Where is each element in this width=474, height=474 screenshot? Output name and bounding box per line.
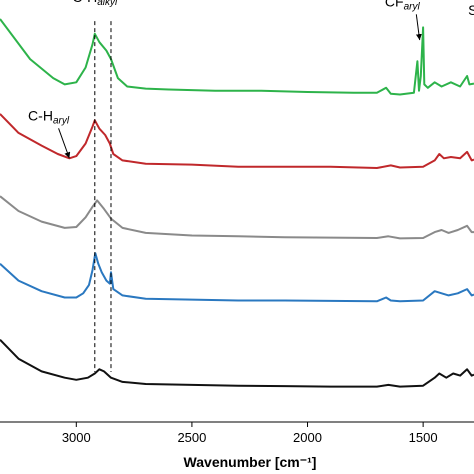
spectrum-line-5	[0, 339, 474, 388]
x-tick-label-1500: 1500	[409, 430, 438, 445]
spectrum-line-1	[0, 18, 474, 96]
x-tick-label-2500: 2500	[177, 430, 206, 445]
series-layer	[0, 18, 474, 388]
spectrum-line-3	[0, 195, 474, 240]
annotation-aryl: C-Haryl	[28, 107, 70, 126]
annotation-alkyl: C-Halkyl	[72, 0, 118, 8]
x-axis-ticks: 3000 2500 2000 1500	[62, 422, 438, 445]
spectrum-line-2	[0, 113, 474, 169]
x-axis-label: Wavenumber [cm⁻¹]	[184, 454, 317, 470]
annotation-arrow-aryl	[58, 128, 71, 159]
x-tick-label-3000: 3000	[62, 430, 91, 445]
spectrum-line-4	[0, 252, 474, 303]
annotation-cf: CFaryl	[385, 0, 421, 12]
annotation-s: S	[468, 2, 474, 18]
x-tick-label-2000: 2000	[293, 430, 322, 445]
annotation-arrow-cf	[415, 14, 422, 41]
annotations: C-Halkyl C-Haryl CFaryl S	[28, 0, 474, 159]
reference-lines	[94, 21, 112, 372]
